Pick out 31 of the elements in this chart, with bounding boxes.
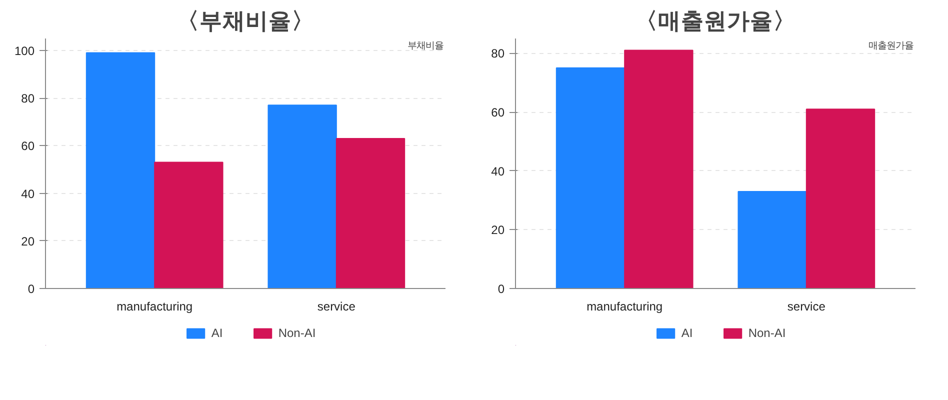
bar <box>556 67 626 288</box>
bar <box>336 138 406 288</box>
y-tick-label: 80 <box>21 92 35 106</box>
bar <box>624 50 694 288</box>
x-tick-label: manufacturing <box>116 300 193 314</box>
y-tick-label: 60 <box>21 139 35 154</box>
x-tick-label: service <box>317 300 356 314</box>
bar <box>268 104 337 288</box>
y-axis-title: 부채비율 <box>408 40 444 50</box>
legend-label: AI <box>681 326 694 340</box>
y-tick-label: 0 <box>28 282 35 296</box>
legend-label: Non-AI <box>748 326 786 340</box>
y-tick-label: 20 <box>491 223 505 238</box>
y-tick-label: 80 <box>491 46 505 61</box>
bar <box>154 162 224 288</box>
y-tick-label: 20 <box>21 234 35 248</box>
legend-label: AI <box>211 326 224 340</box>
x-tick-label: service <box>787 300 826 314</box>
x-tick-label: manufacturing <box>586 300 663 314</box>
y-tick-label: 0 <box>498 282 505 296</box>
chart-title: 〈부채비율〉 <box>176 8 314 34</box>
y-tick-label: 100 <box>14 44 35 58</box>
bar <box>86 52 156 288</box>
y-tick-label: 60 <box>491 106 505 120</box>
y-tick-label: 40 <box>21 186 35 201</box>
y-axis-title: 매출원가율 <box>868 40 914 50</box>
bar <box>738 190 807 288</box>
bar <box>806 108 876 288</box>
legend-label: Non-AI <box>278 326 316 340</box>
chart-title: 〈매출원가율〉 <box>635 8 796 34</box>
y-tick-label: 40 <box>491 164 505 178</box>
